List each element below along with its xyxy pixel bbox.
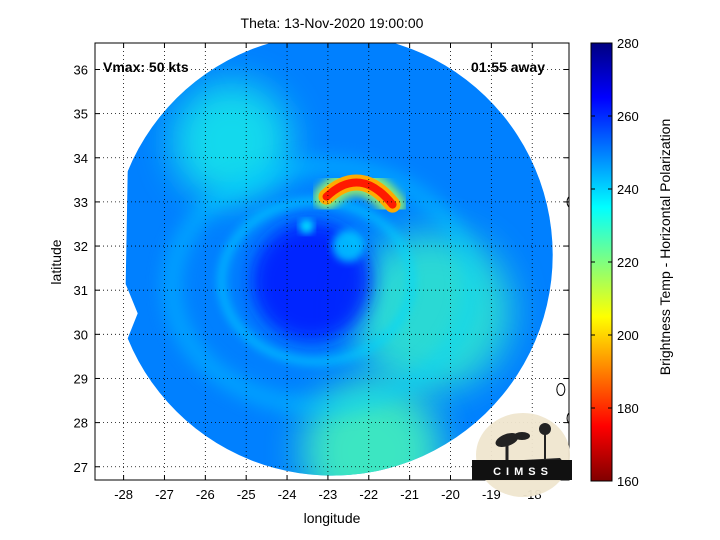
y-tick-label: 27 bbox=[74, 460, 88, 475]
logo-text: CIMSS bbox=[493, 466, 553, 478]
logo-tower-tank-icon bbox=[539, 423, 551, 435]
y-tick-label: 33 bbox=[74, 195, 88, 210]
y-axis-ticks: 27 28 29 30 31 32 33 34 35 36 bbox=[74, 62, 569, 475]
chart-title: Theta: 13-Nov-2020 19:00:00 bbox=[241, 15, 424, 31]
y-tick-label: 29 bbox=[74, 371, 88, 386]
logo-dish-small-icon bbox=[514, 432, 530, 440]
y-tick-label: 28 bbox=[74, 416, 88, 431]
time-offset-annotation: 01:55 away bbox=[471, 59, 545, 75]
x-tick-label: -27 bbox=[155, 487, 174, 502]
x-axis-label: longitude bbox=[304, 510, 361, 526]
x-tick-label: -21 bbox=[400, 487, 419, 502]
cold-convective-arc bbox=[322, 178, 397, 209]
colorbar-tick-label: 180 bbox=[617, 401, 639, 416]
x-tick-label: -19 bbox=[482, 487, 501, 502]
logo-sky bbox=[476, 413, 570, 497]
x-tick-label: -26 bbox=[196, 487, 215, 502]
y-tick-label: 30 bbox=[74, 327, 88, 342]
y-tick-label: 31 bbox=[74, 283, 88, 298]
plot-area: -28-27-26-25-24-23-22-21-20-19-18 272829… bbox=[74, 42, 570, 502]
colorbar-label: Brightness Temp - Horizontal Polarizatio… bbox=[657, 119, 673, 376]
x-tick-label: -22 bbox=[359, 487, 378, 502]
vmax-annotation: Vmax: 50 kts bbox=[103, 59, 189, 75]
y-axis-label: latitude bbox=[48, 239, 64, 284]
y-tick-label: 32 bbox=[74, 239, 88, 254]
y-tick-label: 34 bbox=[74, 151, 88, 166]
colorbar-tick-label: 240 bbox=[617, 182, 639, 197]
cimss-logo: CIMSS bbox=[472, 413, 572, 497]
colorbar-tick-label: 200 bbox=[617, 328, 639, 343]
colorbar-ticks: 160 180 200 220 240 260 280 bbox=[591, 36, 639, 489]
grid bbox=[95, 43, 569, 480]
outer-spiral-band bbox=[164, 159, 479, 414]
colorbar-tick-label: 160 bbox=[617, 474, 639, 489]
x-tick-label: -25 bbox=[237, 487, 256, 502]
x-tick-label: -23 bbox=[319, 487, 338, 502]
logo-dish-icon bbox=[495, 433, 519, 447]
y-tick-label: 35 bbox=[74, 107, 88, 122]
x-tick-label: -20 bbox=[441, 487, 460, 502]
y-tick-label: 36 bbox=[74, 62, 88, 77]
island-outline-0 bbox=[556, 383, 566, 397]
x-tick-label: -28 bbox=[114, 487, 133, 502]
colorbar-tick-label: 220 bbox=[617, 255, 639, 270]
colorbar-tick-label: 280 bbox=[617, 36, 639, 51]
x-tick-label: -24 bbox=[278, 487, 297, 502]
south-warm-region bbox=[301, 381, 442, 476]
logo-banner bbox=[472, 460, 572, 480]
colorbar-tick-label: 260 bbox=[617, 109, 639, 124]
warm-spot bbox=[299, 219, 314, 234]
colorbar: 160 180 200 220 240 260 280 Brightness Temp - … bbox=[590, 36, 673, 489]
warm-inner-band bbox=[332, 230, 365, 263]
plot-frame bbox=[94, 42, 570, 481]
island-outline-1 bbox=[566, 412, 569, 425]
brightness-swath bbox=[125, 43, 553, 476]
